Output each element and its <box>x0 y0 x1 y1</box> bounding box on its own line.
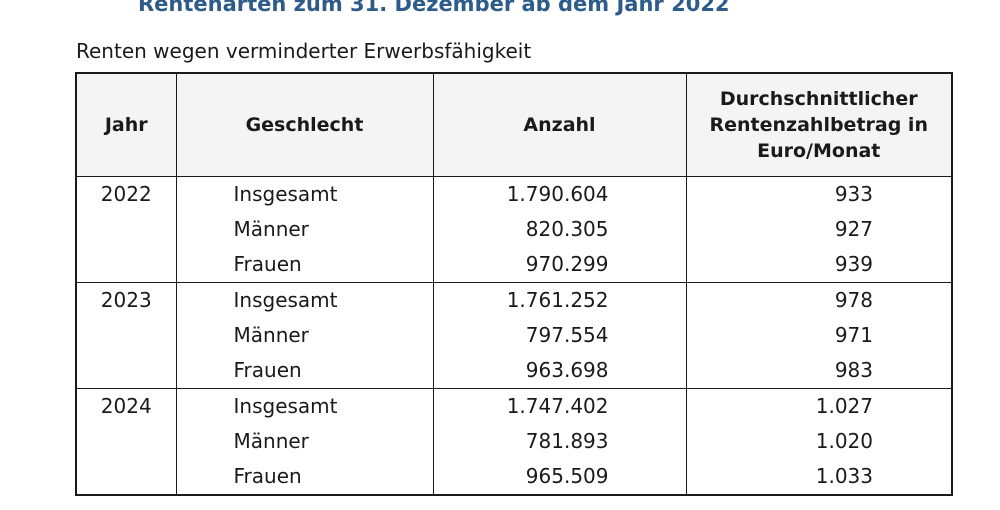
year-cell: 2024 <box>75 387 177 495</box>
table-row: Männer 781.893 1.020 <box>76 423 953 459</box>
column-header-anzahl: Anzahl <box>432 73 687 177</box>
geschlecht-cell: Männer <box>175 423 434 459</box>
geschlecht-cell: Frauen <box>175 246 434 282</box>
geschlecht-cell: Männer <box>175 211 434 247</box>
column-header-jahr: Jahr <box>75 73 177 177</box>
anzahl-cell: 963.698 <box>432 352 687 388</box>
betrag-cell: 1.027 <box>685 387 953 424</box>
table-row: 2024 Insgesamt 1.747.402 1.027 <box>75 387 953 495</box>
table-row: Männer 820.305 927 <box>76 211 953 247</box>
column-header-geschlecht: Geschlecht <box>175 73 434 177</box>
anzahl-cell: 797.554 <box>432 317 687 353</box>
betrag-cell: 1.033 <box>685 458 953 495</box>
header-row: Jahr Geschlecht Anzahl Durchschnittliche… <box>75 73 953 177</box>
anzahl-cell: 1.761.252 <box>432 281 687 318</box>
anzahl-cell: 820.305 <box>432 211 687 247</box>
table-row: Frauen 970.299 939 <box>76 246 953 282</box>
anzahl-cell: 965.509 <box>432 458 687 495</box>
betrag-cell: 927 <box>685 211 953 247</box>
table-header: Jahr Geschlecht Anzahl Durchschnittliche… <box>75 73 953 177</box>
betrag-cell: 939 <box>685 246 953 282</box>
anzahl-cell: 781.893 <box>432 423 687 459</box>
page-title: Rentenarten zum 31. Dezember ab dem Jahr… <box>138 0 730 16</box>
betrag-cell: 983 <box>685 352 953 388</box>
anzahl-cell: 1.747.402 <box>432 387 687 424</box>
betrag-cell: 978 <box>685 281 953 318</box>
betrag-cell: 971 <box>685 317 953 353</box>
betrag-cell: 933 <box>685 176 953 212</box>
table-row: 2023 Insgesamt 1.761.252 978 <box>75 281 953 388</box>
pension-table: Jahr Geschlecht Anzahl Durchschnittliche… <box>75 72 953 496</box>
column-header-rentenzahlbetrag: Durchschnittlicher Rentenzahlbetrag in E… <box>685 73 953 177</box>
table-row: Frauen 963.698 983 <box>76 352 953 388</box>
page-subtitle: Renten wegen verminderter Erwerbsfähigke… <box>76 39 532 63</box>
table-row: 2022 Insgesamt 1.790.604 933 <box>75 176 953 282</box>
geschlecht-cell: Frauen <box>175 458 434 495</box>
geschlecht-cell: Insgesamt <box>175 387 434 424</box>
anzahl-cell: 970.299 <box>432 246 687 282</box>
geschlecht-cell: Insgesamt <box>175 176 434 212</box>
geschlecht-cell: Frauen <box>175 352 434 388</box>
geschlecht-cell: Männer <box>175 317 434 353</box>
year-cell: 2022 <box>75 176 177 282</box>
table-body: 2022 Insgesamt 1.790.604 933 Männer 820.… <box>75 176 953 495</box>
anzahl-cell: 1.790.604 <box>432 176 687 212</box>
table-row: Männer 797.554 971 <box>76 317 953 353</box>
betrag-cell: 1.020 <box>685 423 953 459</box>
table-row: Frauen 965.509 1.033 <box>76 458 953 495</box>
year-cell: 2023 <box>75 281 177 388</box>
geschlecht-cell: Insgesamt <box>175 281 434 318</box>
